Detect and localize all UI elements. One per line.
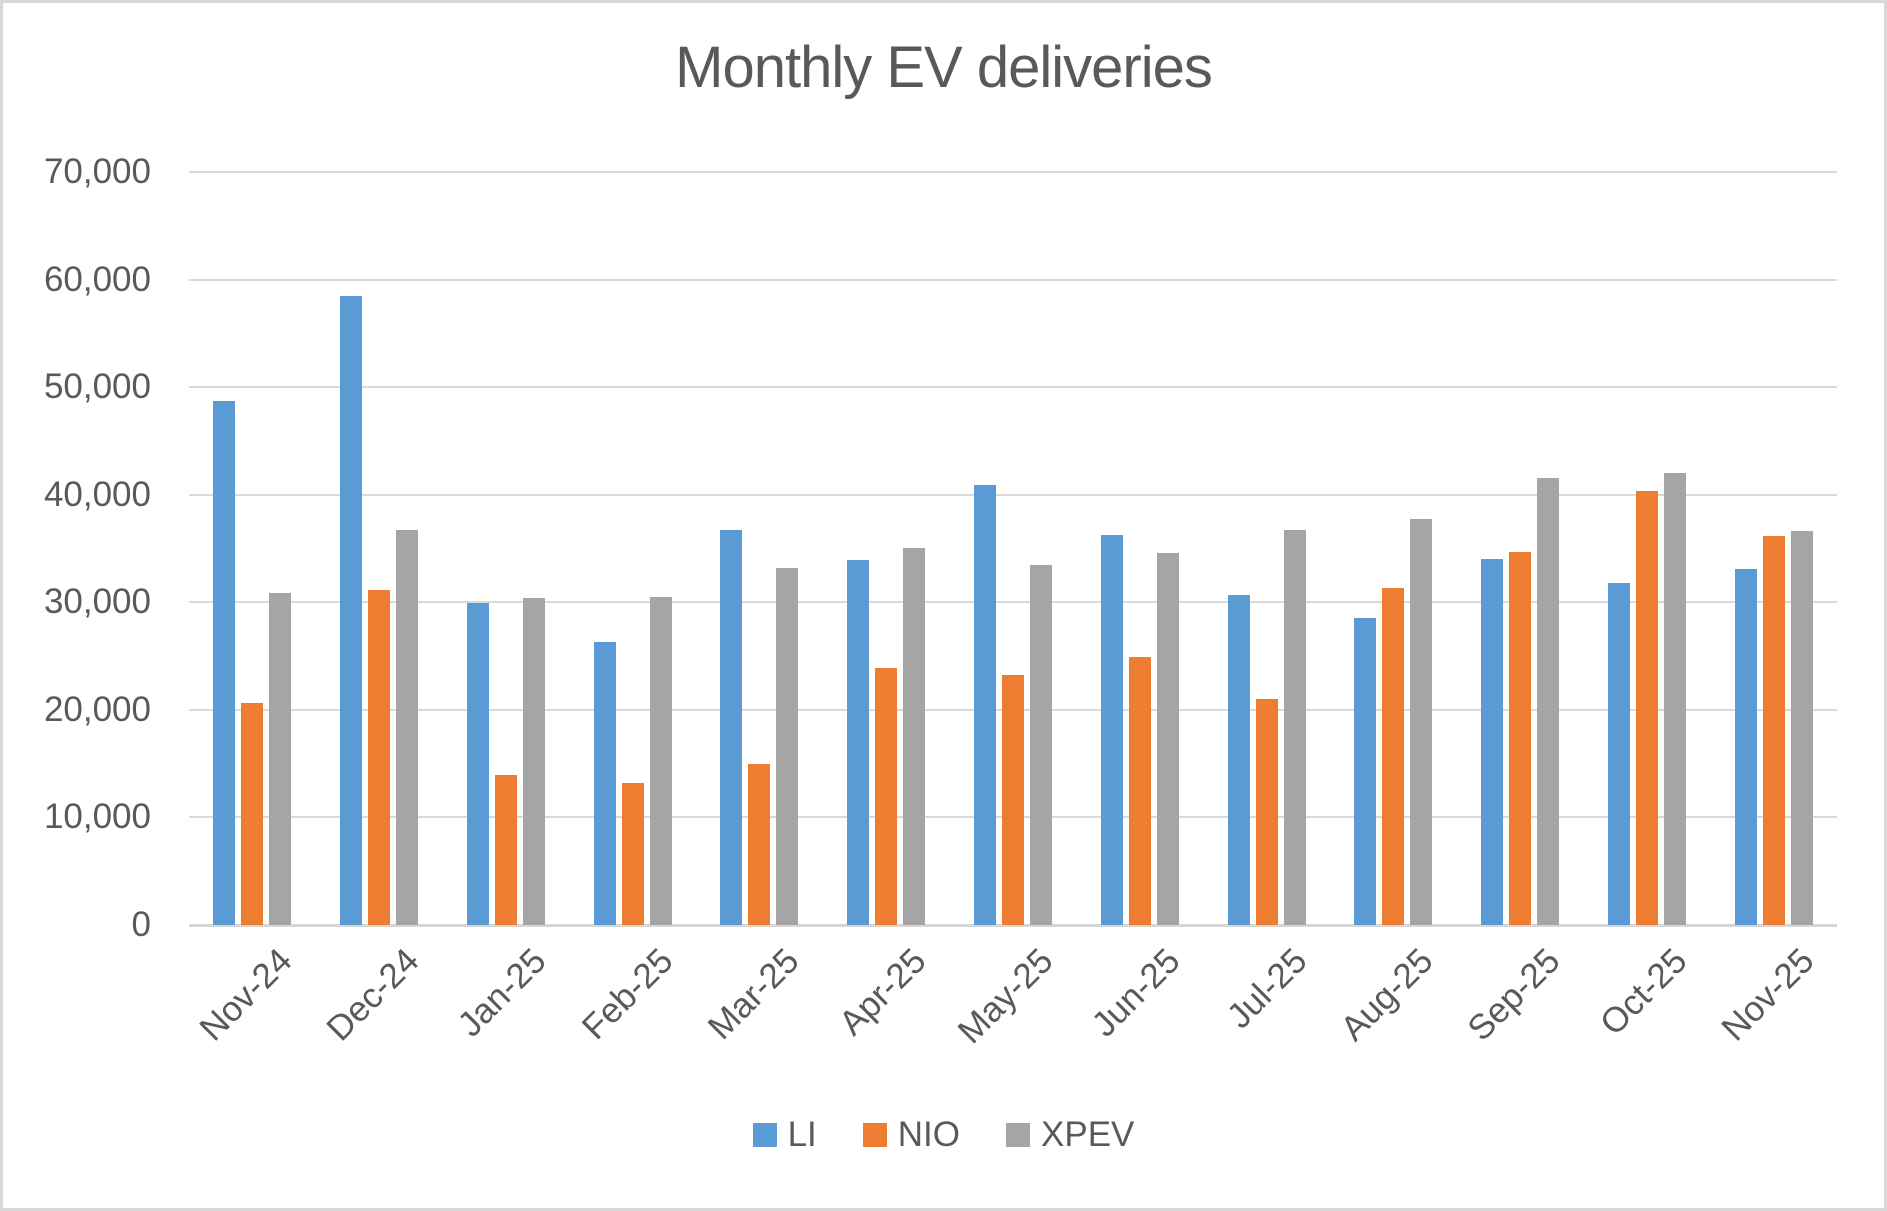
y-tick-label: 70,000 <box>43 152 151 191</box>
y-tick-label: 20,000 <box>43 690 151 729</box>
bar-group-nov-25 <box>1710 172 1837 925</box>
gridline <box>189 386 1837 388</box>
bar-li-apr-25 <box>847 560 870 925</box>
bar-xpev-apr-25 <box>903 548 926 925</box>
legend-item-li: LI <box>752 1115 817 1155</box>
bar-nio-nov-24 <box>241 703 264 925</box>
legend-item-xpev: XPEV <box>1006 1115 1134 1155</box>
y-tick-label: 40,000 <box>43 475 151 514</box>
bar-nio-mar-25 <box>748 764 771 925</box>
legend-label: XPEV <box>1041 1115 1135 1154</box>
bar-xpev-jul-25 <box>1283 530 1306 925</box>
bar-nio-jun-25 <box>1128 657 1151 925</box>
bar-li-dec-24 <box>340 296 363 925</box>
bar-nio-apr-25 <box>875 668 898 925</box>
legend-swatch-xpev <box>1006 1123 1031 1147</box>
bar-group-jan-25 <box>443 172 570 925</box>
bar-nio-feb-25 <box>621 783 644 925</box>
bar-group-nov-24 <box>189 172 316 925</box>
bar-li-jan-25 <box>466 603 489 925</box>
bar-group-oct-25 <box>1583 172 1710 925</box>
bar-group-may-25 <box>950 172 1077 925</box>
legend-label: NIO <box>897 1115 961 1154</box>
bar-group-jul-25 <box>1203 172 1330 925</box>
legend-swatch-li <box>752 1123 777 1147</box>
bar-xpev-mar-25 <box>776 568 799 925</box>
bar-nio-nov-25 <box>1762 536 1785 925</box>
x-axis-line <box>189 924 1837 927</box>
bar-li-nov-25 <box>1734 569 1757 925</box>
bar-group-aug-25 <box>1330 172 1457 925</box>
bar-xpev-nov-25 <box>1790 531 1813 925</box>
y-tick-label: 60,000 <box>43 260 151 299</box>
gridline <box>189 494 1837 496</box>
legend-item-nio: NIO <box>862 1115 961 1155</box>
bar-li-aug-25 <box>1354 618 1377 925</box>
bar-li-mar-25 <box>720 530 743 925</box>
bar-group-apr-25 <box>823 172 950 925</box>
bar-li-feb-25 <box>593 642 616 925</box>
bar-nio-may-25 <box>1001 675 1024 925</box>
legend: LI NIO XPEV <box>3 1115 1884 1155</box>
y-tick-label: 10,000 <box>43 797 151 836</box>
gridline <box>189 171 1837 173</box>
bar-xpev-feb-25 <box>649 597 672 925</box>
bar-xpev-aug-25 <box>1410 519 1433 925</box>
bar-group-sep-25 <box>1457 172 1584 925</box>
bar-xpev-sep-25 <box>1537 478 1560 925</box>
y-tick-label: 50,000 <box>43 367 151 406</box>
bar-nio-oct-25 <box>1635 491 1658 925</box>
y-tick-label: 0 <box>131 905 151 944</box>
chart-title: Monthly EV deliveries <box>675 35 1213 100</box>
bar-group-jun-25 <box>1076 172 1203 925</box>
bar-li-sep-25 <box>1481 559 1504 925</box>
bar-xpev-jun-25 <box>1156 553 1179 925</box>
bar-nio-jan-25 <box>494 775 517 925</box>
bar-li-oct-25 <box>1607 583 1630 925</box>
bar-group-dec-24 <box>316 172 443 925</box>
legend-swatch-nio <box>862 1123 887 1147</box>
bar-li-may-25 <box>973 485 996 925</box>
bar-group-feb-25 <box>569 172 696 925</box>
bar-nio-jul-25 <box>1255 699 1278 925</box>
bar-xpev-may-25 <box>1029 565 1052 925</box>
y-tick-label: 30,000 <box>43 582 151 621</box>
gridline <box>189 601 1837 603</box>
bar-li-jul-25 <box>1227 595 1250 925</box>
bar-li-nov-24 <box>213 401 236 925</box>
bar-nio-dec-24 <box>368 590 391 925</box>
bar-xpev-oct-25 <box>1663 473 1686 925</box>
bar-nio-sep-25 <box>1509 552 1532 925</box>
legend-label: LI <box>787 1115 817 1154</box>
bar-xpev-nov-24 <box>269 593 292 925</box>
bar-group-mar-25 <box>696 172 823 925</box>
bar-xpev-jan-25 <box>522 598 545 925</box>
bar-li-jun-25 <box>1100 535 1123 925</box>
bar-nio-aug-25 <box>1382 588 1405 925</box>
bar-xpev-dec-24 <box>396 530 419 925</box>
gridline <box>189 279 1837 281</box>
